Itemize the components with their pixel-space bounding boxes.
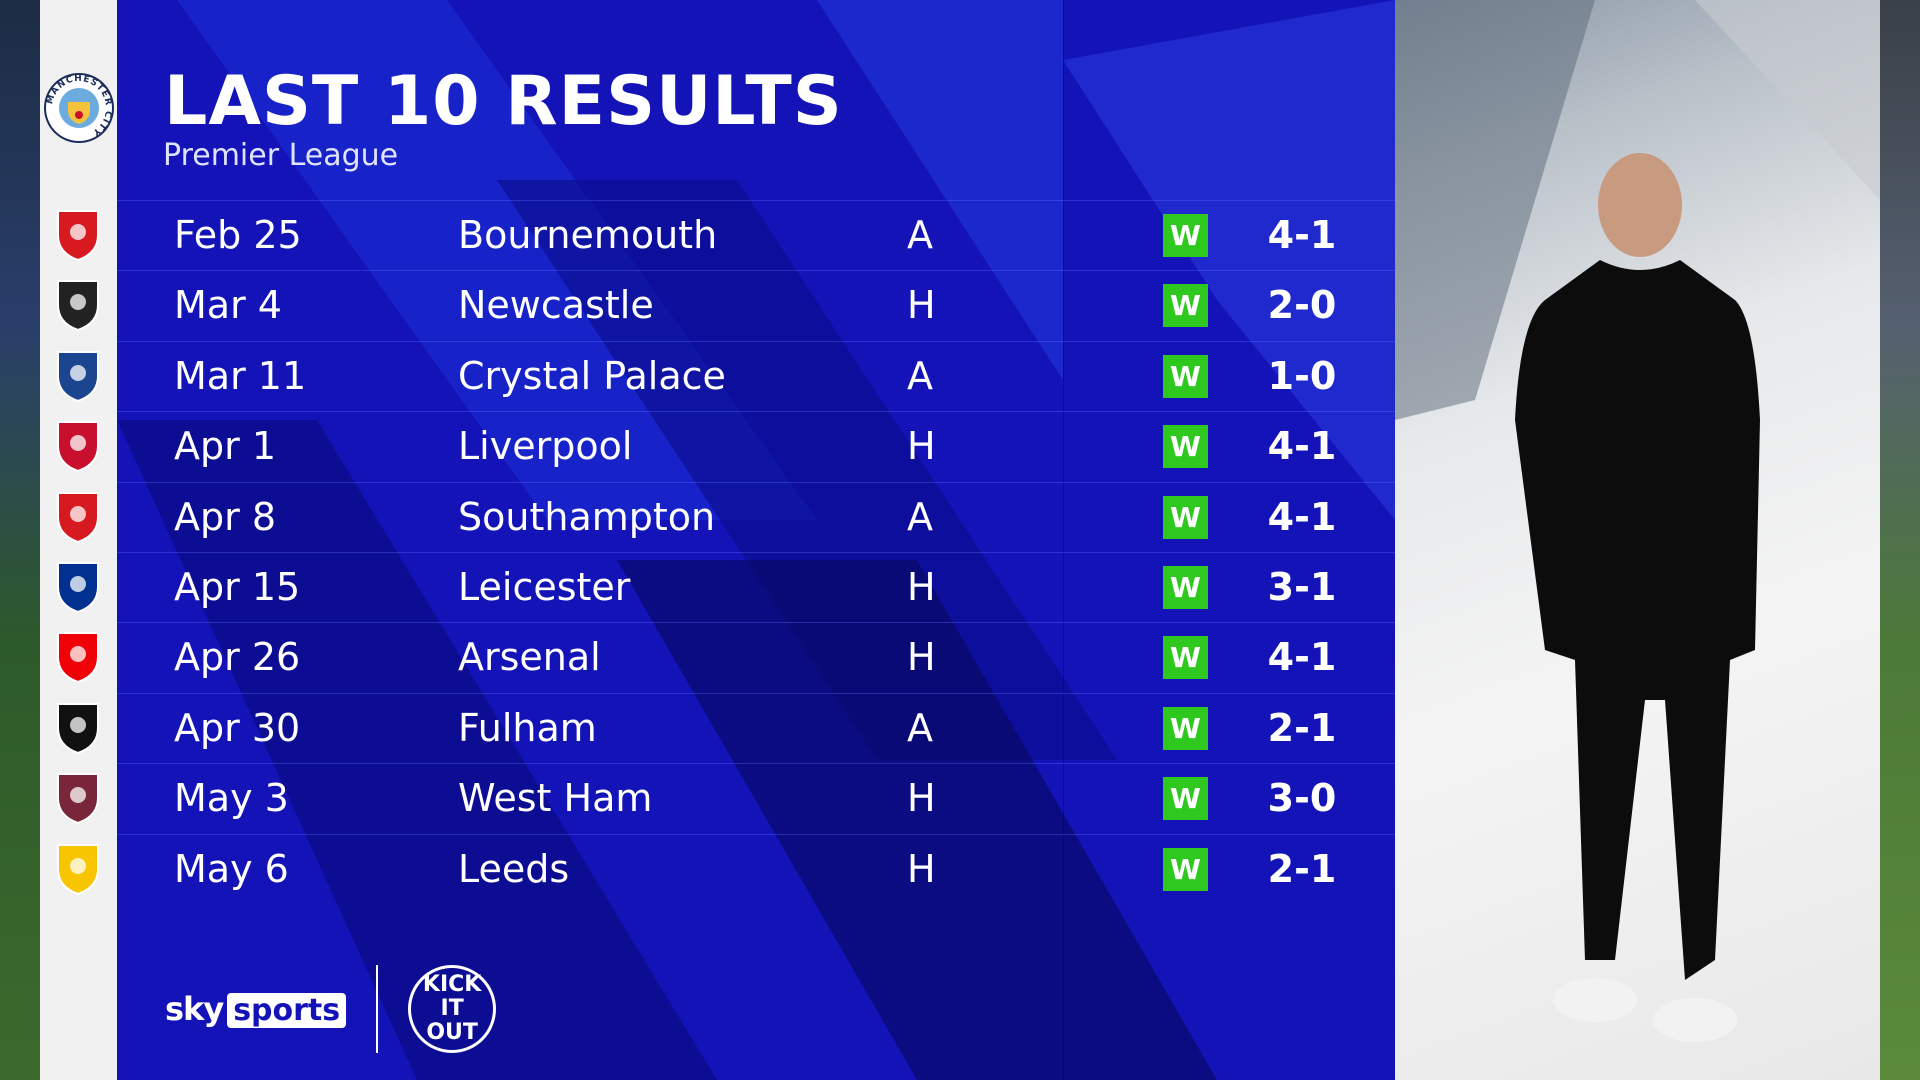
opponent-name: Leicester [458,565,631,609]
venue: H [907,283,936,328]
page-title: LAST 10 RESULTS [164,62,843,141]
opponent-crest-icon [50,770,106,826]
background-stripes [117,0,1395,1080]
score: 4-1 [1267,424,1337,469]
match-date: Apr 8 [174,494,276,539]
venue: H [907,565,936,609]
match-date: Apr 26 [174,635,301,680]
venue: A [907,494,933,539]
score: 2-0 [1267,283,1337,328]
result-badge: W [1163,847,1208,891]
result-row: Feb 25 Bournemouth A W 4-1 [117,200,1395,270]
venue: A [907,213,933,257]
man-city-crest-icon: Manchester City [43,72,115,144]
opponent-name: Arsenal [458,635,601,680]
result-badge: W [1163,706,1208,750]
venue: A [907,705,933,750]
venue: A [907,353,933,398]
result-badge: W [1163,636,1208,680]
result-badge: W [1163,495,1208,539]
result-badge: W [1163,284,1208,328]
result-badge: W [1163,214,1208,257]
score: 4-1 [1267,213,1337,257]
opponent-name: West Ham [458,776,653,821]
match-date: Apr 15 [174,565,301,609]
opponent-name: Newcastle [458,283,654,328]
opponent-crest-icon [50,207,106,263]
result-row: Apr 1 Liverpool H W 4-1 [117,411,1395,481]
match-date: May 3 [174,776,289,821]
footer-logos: sky sports KICK IT OUT [165,965,497,1053]
result-row: May 3 West Ham H W 3-0 [117,763,1395,833]
venue: H [907,776,936,821]
opponent-name: Bournemouth [458,213,718,257]
match-date: Feb 25 [174,213,302,257]
match-date: May 6 [174,846,289,891]
opponent-name: Leeds [458,846,570,891]
score: 4-1 [1267,635,1337,680]
opponent-name: Fulham [458,705,597,750]
opponent-crest-icon [50,629,106,685]
opponent-name: Liverpool [458,424,633,469]
opponent-crest-icon [50,277,106,333]
opponent-crest-icon [50,559,106,615]
opponent-name: Crystal Palace [458,353,726,398]
venue: H [907,424,936,469]
opponent-crest-icon [50,700,106,756]
match-date: Apr 1 [174,424,276,469]
result-row: Mar 11 Crystal Palace A W 1-0 [117,340,1395,411]
stadium-background-right [1880,0,1920,1080]
result-row: May 6 Leeds H W 2-1 [117,833,1395,904]
score: 3-0 [1267,776,1337,821]
match-date: Mar 11 [174,353,307,398]
kick-it-out-logo: KICK IT OUT [408,965,497,1053]
result-badge: W [1163,777,1208,821]
competition-subtitle: Premier League [163,138,399,173]
sports-text: sports [227,993,347,1028]
sky-sports-logo: sky sports [165,990,347,1028]
score: 2-1 [1267,846,1337,891]
stadium-background-left [0,0,40,1080]
score: 1-0 [1267,353,1337,398]
sky-text: sky [165,990,224,1028]
result-row: Apr 26 Arsenal H W 4-1 [117,622,1395,692]
match-date: Mar 4 [174,283,282,328]
result-row: Apr 30 Fulham A W 2-1 [117,692,1395,763]
opponent-name: Southampton [458,494,716,539]
results-panel [117,0,1395,1080]
result-badge: W [1163,425,1208,469]
result-badge: W [1163,566,1208,609]
opponent-crest-icon [50,418,106,474]
venue: H [907,846,936,891]
score: 2-1 [1267,705,1337,750]
result-row: Apr 15 Leicester H W 3-1 [117,552,1395,622]
column-divider [1063,0,1064,1080]
opponent-crest-icon [50,489,106,545]
logo-divider [376,965,379,1053]
venue: H [907,635,936,680]
result-badge: W [1163,354,1208,398]
score: 3-1 [1267,565,1337,609]
result-row: Mar 4 Newcastle H W 2-0 [117,270,1395,340]
score: 4-1 [1267,494,1337,539]
opponent-crest-icon [50,348,106,404]
manager-photo [1395,0,1880,1080]
opponent-crest-icon [50,841,106,897]
manager-silhouette-icon [1395,0,1880,1042]
result-row: Apr 8 Southampton A W 4-1 [117,481,1395,552]
crest-column: Manchester City [40,0,117,1080]
match-date: Apr 30 [174,705,301,750]
